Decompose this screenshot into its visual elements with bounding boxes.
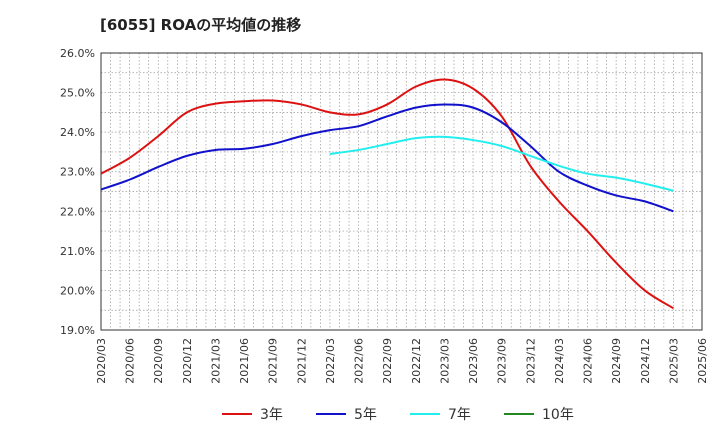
x-tick-label: 2022/09 bbox=[381, 338, 394, 384]
legend-label-3: 10年 bbox=[542, 407, 574, 423]
x-tick-label: 2024/03 bbox=[553, 338, 566, 384]
x-tick-label: 2024/09 bbox=[610, 338, 623, 384]
x-tick-label: 2022/03 bbox=[324, 338, 337, 384]
x-tick-label: 2022/12 bbox=[410, 338, 423, 384]
x-tick-label: 2020/09 bbox=[152, 338, 165, 384]
x-tick-label: 2023/03 bbox=[438, 338, 451, 384]
legend-label-1: 5年 bbox=[354, 407, 377, 423]
y-tick-label: 26.0% bbox=[60, 47, 95, 60]
series-line-2 bbox=[329, 135, 674, 192]
x-tick-label: 2022/06 bbox=[353, 338, 366, 384]
series-line-1 bbox=[100, 103, 674, 213]
x-tick-label: 2021/03 bbox=[209, 338, 222, 384]
x-tick-label: 2025/03 bbox=[667, 338, 680, 384]
x-tick-label: 2023/12 bbox=[524, 338, 537, 384]
x-tick-label: 2023/06 bbox=[467, 338, 480, 384]
y-tick-label: 21.0% bbox=[60, 245, 95, 258]
x-tick-label: 2024/06 bbox=[582, 338, 595, 384]
x-tick-label: 2025/06 bbox=[696, 338, 709, 384]
series-line-0 bbox=[100, 78, 674, 310]
y-tick-label: 23.0% bbox=[60, 166, 95, 179]
y-tick-label: 24.0% bbox=[60, 126, 95, 139]
x-tick-label: 2020/03 bbox=[95, 338, 108, 384]
x-tick-label: 2024/12 bbox=[639, 338, 652, 384]
plot-border bbox=[100, 52, 703, 331]
x-tick-label: 2020/12 bbox=[181, 338, 194, 384]
y-tick-label: 19.0% bbox=[60, 324, 95, 337]
y-tick-label: 25.0% bbox=[60, 87, 95, 100]
x-tick-label: 2020/06 bbox=[124, 338, 137, 384]
x-tick-label: 2023/09 bbox=[496, 338, 509, 384]
x-tick-label: 2021/12 bbox=[295, 338, 308, 384]
chart-title: [6055] ROAの平均値の推移 bbox=[100, 16, 302, 34]
y-tick-label: 22.0% bbox=[60, 205, 95, 218]
legend-label-2: 7年 bbox=[448, 407, 471, 423]
y-tick-label: 20.0% bbox=[60, 284, 95, 297]
legend-label-0: 3年 bbox=[260, 407, 283, 423]
x-tick-label: 2021/06 bbox=[238, 338, 251, 384]
x-tick-label: 2021/09 bbox=[267, 338, 280, 384]
